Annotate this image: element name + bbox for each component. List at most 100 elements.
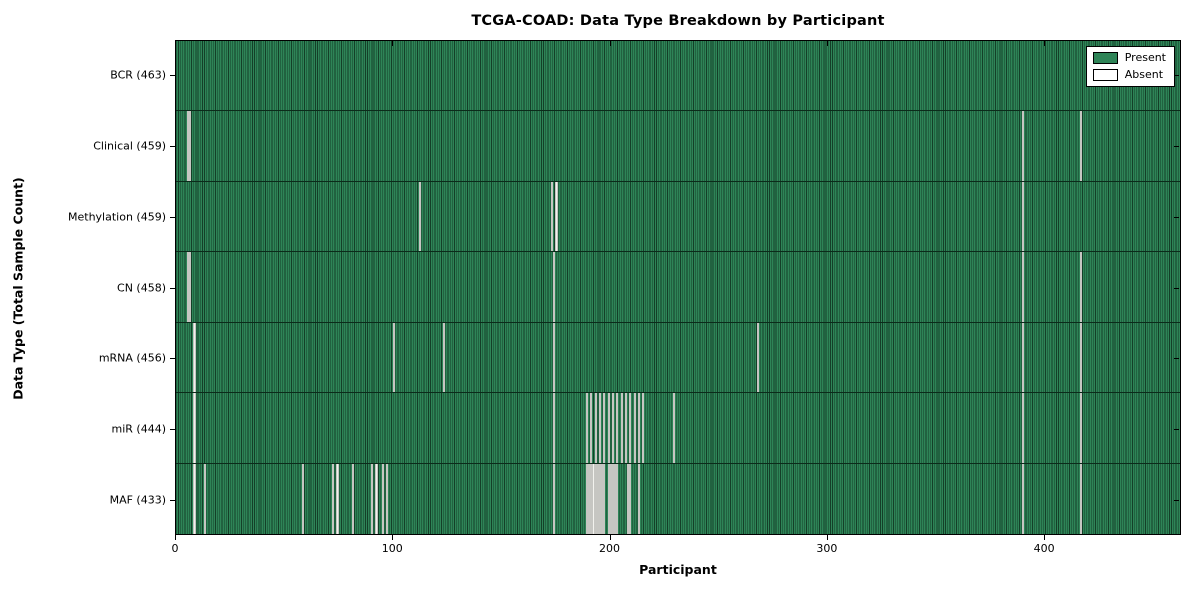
absent-stripe bbox=[189, 252, 192, 322]
absent-stripe bbox=[553, 252, 556, 322]
absent-stripe bbox=[629, 463, 632, 534]
absent-stripe bbox=[598, 393, 601, 463]
absent-stripe bbox=[336, 463, 339, 534]
absent-stripe bbox=[601, 463, 604, 534]
absent-stripe bbox=[442, 322, 445, 393]
absent-stripe bbox=[553, 463, 556, 534]
x-tick-mark bbox=[1044, 535, 1046, 540]
y-tick-label: mRNA (456) bbox=[98, 351, 166, 365]
absent-stripe bbox=[607, 463, 610, 534]
x-tick-mark bbox=[175, 535, 176, 540]
absent-stripe bbox=[382, 463, 385, 534]
y-tick-label: miR (444) bbox=[111, 422, 167, 436]
y-tick-mark-right bbox=[1174, 287, 1179, 289]
absent-stripe bbox=[553, 322, 556, 393]
y-tick-mark bbox=[170, 146, 175, 148]
absent-stripe bbox=[193, 393, 196, 463]
x-tick-mark-top bbox=[175, 41, 176, 46]
absent-stripe bbox=[616, 463, 619, 534]
absent-stripe bbox=[332, 463, 335, 534]
x-tick-mark-top bbox=[392, 41, 394, 46]
x-tick-label: 200 bbox=[599, 542, 621, 555]
absent-stripe bbox=[598, 463, 601, 534]
x-tick-label: 100 bbox=[381, 542, 403, 555]
absent-stripe bbox=[603, 393, 606, 463]
absent-stripe bbox=[590, 393, 593, 463]
heatmap-row-Clinical bbox=[176, 111, 1180, 182]
y-tick-mark bbox=[170, 358, 175, 360]
heatmap-row-Methylation bbox=[176, 181, 1180, 253]
absent-stripe bbox=[1080, 322, 1083, 393]
heatmap-row-BCR bbox=[176, 41, 1180, 112]
y-tick-mark-right bbox=[1174, 358, 1179, 360]
heatmap-row-miR bbox=[176, 393, 1180, 464]
y-tick-mark bbox=[170, 428, 175, 430]
absent-stripe bbox=[392, 322, 395, 393]
y-tick-mark-right bbox=[1174, 428, 1179, 430]
legend-entry-absent: Absent bbox=[1092, 68, 1166, 81]
x-tick-mark bbox=[826, 535, 828, 540]
heatmap-row-CN bbox=[176, 252, 1180, 323]
y-tick-mark bbox=[170, 287, 175, 289]
absent-stripe bbox=[603, 463, 606, 534]
absent-stripe bbox=[616, 393, 619, 463]
absent-stripe bbox=[607, 393, 610, 463]
absent-stripe bbox=[629, 393, 632, 463]
y-tick-mark bbox=[170, 499, 175, 501]
absent-stripe bbox=[594, 393, 597, 463]
absent-stripe bbox=[594, 463, 597, 534]
heatmap-row-mRNA bbox=[176, 322, 1180, 394]
y-tick-mark bbox=[170, 216, 175, 218]
absent-stripe bbox=[592, 463, 595, 534]
absent-stripe bbox=[642, 393, 645, 463]
absent-stripe bbox=[609, 463, 612, 534]
absent-stripe bbox=[301, 463, 304, 534]
absent-stripe bbox=[611, 463, 615, 534]
x-tick-label: 300 bbox=[816, 542, 838, 555]
legend-label: Present bbox=[1124, 51, 1166, 64]
y-tick-mark bbox=[170, 75, 175, 77]
absent-stripe bbox=[627, 463, 630, 534]
absent-stripe bbox=[386, 463, 389, 534]
y-tick-labels: BCR (463) Clinical (459) Methylation (459)… bbox=[0, 40, 166, 535]
chart-title: TCGA-COAD: Data Type Breakdown by Partic… bbox=[471, 13, 885, 29]
absent-stripe bbox=[193, 322, 196, 393]
absent-stripe bbox=[1080, 111, 1083, 181]
absent-stripe bbox=[1080, 252, 1083, 322]
x-tick-mark-top bbox=[1044, 41, 1046, 46]
absent-stripe bbox=[551, 181, 554, 252]
absent-stripe bbox=[189, 111, 192, 181]
legend-label: Absent bbox=[1124, 68, 1164, 81]
absent-stripe bbox=[757, 322, 760, 393]
y-tick-mark-right bbox=[1174, 75, 1179, 77]
absent-stripe bbox=[614, 463, 617, 534]
x-axis-label: Participant bbox=[639, 562, 717, 577]
absent-stripe bbox=[585, 393, 588, 463]
absent-swatch bbox=[1092, 69, 1118, 81]
x-tick-mark bbox=[392, 535, 394, 540]
absent-stripe bbox=[1021, 181, 1024, 252]
absent-stripe bbox=[1021, 252, 1024, 322]
y-tick-label: MAF (433) bbox=[109, 493, 166, 507]
absent-stripe bbox=[637, 463, 641, 534]
x-tick-mark bbox=[609, 535, 611, 540]
absent-stripe bbox=[590, 463, 593, 534]
absent-stripe bbox=[1021, 463, 1024, 534]
absent-stripe bbox=[193, 463, 196, 534]
absent-stripe bbox=[637, 393, 641, 463]
absent-stripe bbox=[186, 252, 189, 322]
absent-stripe bbox=[186, 111, 189, 181]
legend-entry-present: Present bbox=[1092, 51, 1166, 64]
absent-stripe bbox=[1080, 393, 1083, 463]
plot-area: Present Absent bbox=[175, 40, 1181, 535]
absent-stripe bbox=[672, 393, 675, 463]
x-tick-label: 400 bbox=[1033, 542, 1055, 555]
absent-stripe bbox=[555, 181, 558, 252]
absent-stripe bbox=[553, 393, 556, 463]
absent-stripe bbox=[624, 393, 628, 463]
y-tick-label: CN (458) bbox=[117, 281, 166, 294]
absent-stripe bbox=[1021, 111, 1024, 181]
y-tick-label: BCR (463) bbox=[110, 68, 166, 82]
absent-stripe bbox=[585, 463, 588, 534]
